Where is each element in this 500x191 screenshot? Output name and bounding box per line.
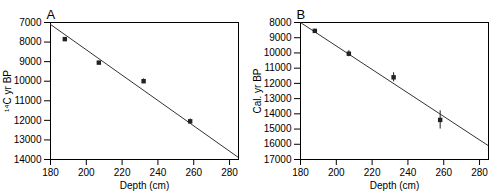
svg-text:7000: 7000: [19, 17, 42, 28]
svg-text:9000: 9000: [269, 32, 292, 43]
svg-text:200: 200: [328, 167, 345, 178]
svg-text:220: 220: [114, 167, 131, 178]
svg-text:13000: 13000: [14, 134, 42, 145]
svg-text:17000: 17000: [264, 154, 292, 165]
svg-text:12000: 12000: [264, 78, 292, 89]
svg-text:8000: 8000: [19, 36, 42, 47]
svg-text:200: 200: [78, 167, 95, 178]
svg-text:9000: 9000: [19, 56, 42, 67]
svg-text:Depth (cm): Depth (cm): [120, 180, 169, 191]
svg-text:180: 180: [292, 167, 309, 178]
svg-text:260: 260: [435, 167, 452, 178]
svg-text:Cal. yr BP: Cal. yr BP: [252, 68, 263, 113]
svg-text:220: 220: [364, 167, 381, 178]
svg-text:11000: 11000: [264, 62, 292, 73]
svg-text:B: B: [297, 7, 306, 22]
svg-text:260: 260: [185, 167, 202, 178]
svg-text:240: 240: [150, 167, 167, 178]
svg-text:10000: 10000: [264, 47, 292, 58]
svg-text:¹⁴C yr BP: ¹⁴C yr BP: [2, 70, 13, 112]
svg-text:280: 280: [221, 167, 238, 178]
svg-text:10000: 10000: [14, 75, 42, 86]
svg-text:240: 240: [400, 167, 417, 178]
svg-text:13000: 13000: [264, 93, 292, 104]
svg-text:14000: 14000: [14, 154, 42, 165]
svg-text:A: A: [47, 7, 56, 22]
svg-text:8000: 8000: [269, 17, 292, 28]
svg-text:280: 280: [471, 167, 488, 178]
svg-text:180: 180: [42, 167, 59, 178]
svg-text:16000: 16000: [264, 138, 292, 149]
svg-text:15000: 15000: [264, 123, 292, 134]
svg-text:11000: 11000: [14, 95, 42, 106]
svg-text:Depth (cm): Depth (cm): [370, 180, 419, 191]
svg-text:12000: 12000: [14, 115, 42, 126]
svg-text:14000: 14000: [264, 108, 292, 119]
